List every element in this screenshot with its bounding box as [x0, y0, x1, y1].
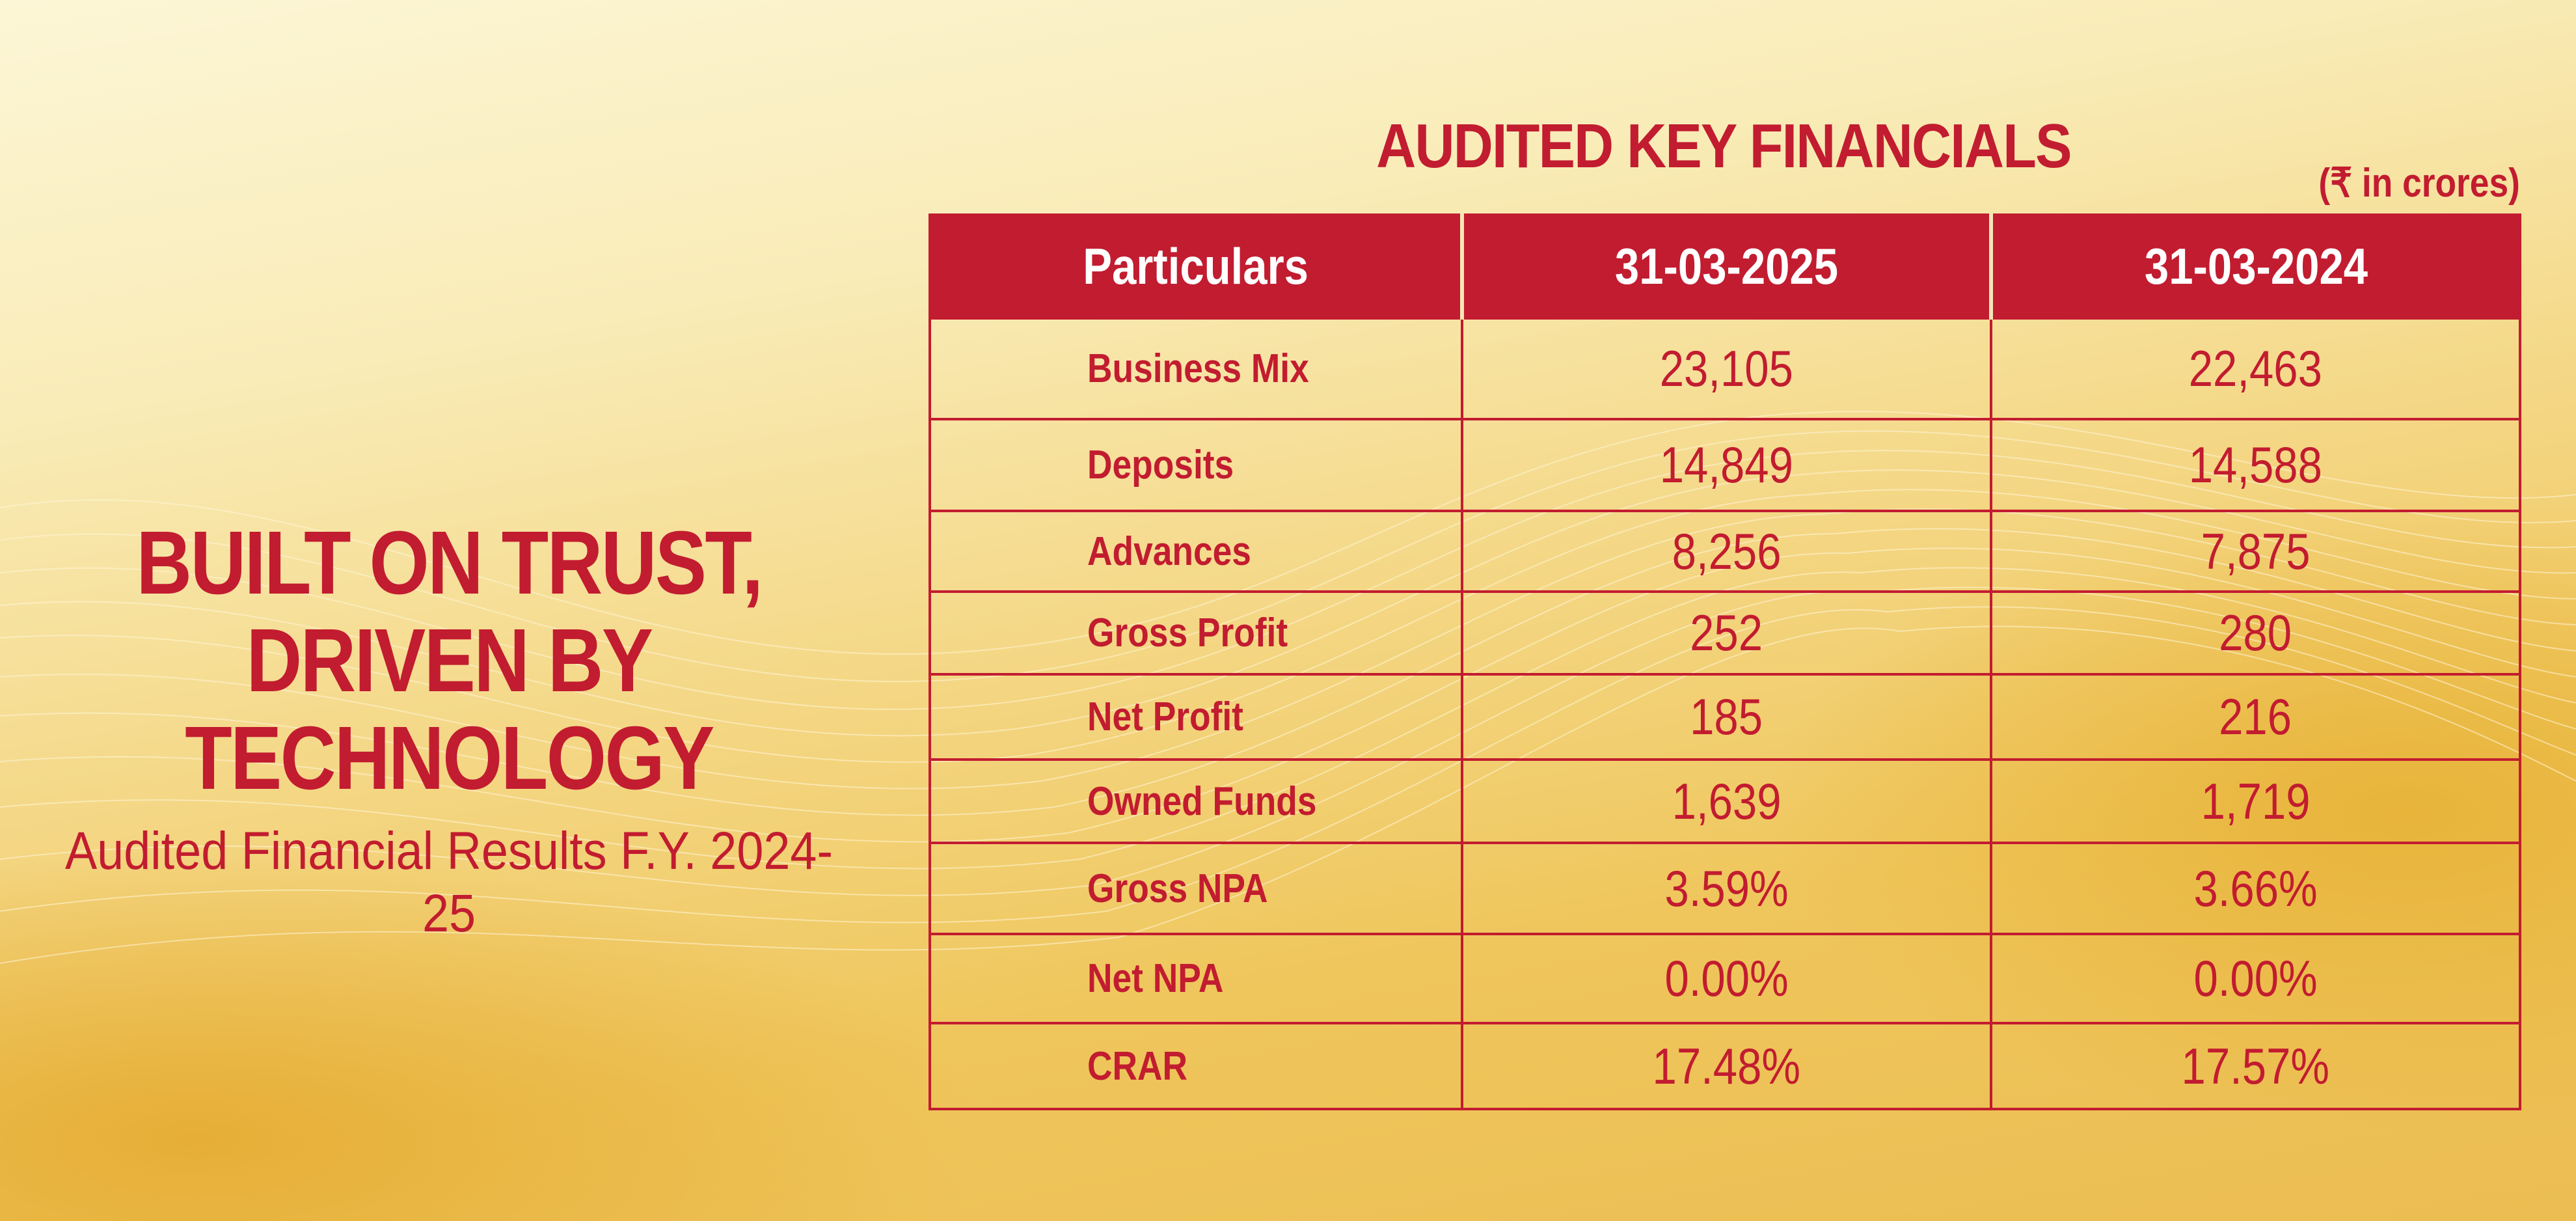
value-fy2024: 14,588: [1990, 418, 2521, 512]
table-row: Advances 8,256 7,875: [929, 510, 2521, 593]
table-row: CRAR 17.48% 17.57%: [929, 1022, 2521, 1110]
row-label: Net NPA: [929, 933, 1463, 1024]
row-label: Deposits: [929, 418, 1463, 512]
value-fy2024: 17.57%: [1990, 1022, 2521, 1110]
headline-line-1: BUILT ON TRUST,: [136, 513, 763, 613]
row-label: CRAR: [929, 1022, 1463, 1110]
value-fy2024: 1,719: [1990, 758, 2521, 844]
value-fy2024: 3.66%: [1990, 842, 2521, 935]
table-row: Net Profit 185 216: [929, 673, 2521, 761]
header-fy2024: 31-03-2024: [1990, 213, 2521, 320]
unit-note: (₹ in crores): [2318, 161, 2520, 206]
row-label: Net Profit: [929, 673, 1463, 761]
value-fy2024: 280: [1990, 590, 2521, 676]
table-row: Deposits 14,849 14,588: [929, 418, 2521, 512]
table-row: Gross NPA 3.59% 3.66%: [929, 842, 2521, 935]
value-fy2024: 22,463: [1990, 317, 2521, 420]
row-label: Advances: [929, 510, 1463, 593]
table-title: AUDITED KEY FINANCIALS: [1376, 111, 2072, 181]
table-row: Business Mix 23,105 22,463: [929, 317, 2521, 420]
header-particulars: Particulars: [929, 213, 1464, 320]
table-row: Net NPA 0.00% 0.00%: [929, 933, 2521, 1024]
table-header-row: Particulars 31-03-2025 31-03-2024: [929, 213, 2521, 320]
table-row: Gross Profit 252 280: [929, 590, 2521, 676]
row-label: Business Mix: [929, 317, 1463, 420]
value-fy2025: 1,639: [1461, 758, 1992, 844]
value-fy2025: 185: [1461, 673, 1992, 761]
row-label: Owned Funds: [929, 758, 1463, 844]
value-fy2024: 0.00%: [1990, 933, 2521, 1024]
headline-subtitle: Audited Financial Results F.Y. 2024-25: [64, 821, 834, 943]
value-fy2024: 216: [1990, 673, 2521, 761]
value-fy2025: 252: [1461, 590, 1992, 676]
row-label: Gross Profit: [929, 590, 1463, 676]
key-financials-table: Particulars 31-03-2025 31-03-2024 Busine…: [929, 213, 2521, 1110]
value-fy2025: 0.00%: [1461, 933, 1992, 1024]
value-fy2025: 23,105: [1461, 317, 1992, 420]
headline-block: BUILT ON TRUST, DRIVEN BY TECHNOLOGY Aud…: [0, 514, 898, 945]
row-label: Gross NPA: [929, 842, 1463, 935]
value-fy2025: 14,849: [1461, 418, 1992, 512]
headline-line-2: DRIVEN BY TECHNOLOGY: [185, 610, 714, 808]
table-row: Owned Funds 1,639 1,719: [929, 758, 2521, 844]
value-fy2024: 7,875: [1990, 510, 2521, 593]
value-fy2025: 8,256: [1461, 510, 1992, 593]
value-fy2025: 3.59%: [1461, 842, 1992, 935]
value-fy2025: 17.48%: [1461, 1022, 1992, 1110]
header-fy2025: 31-03-2025: [1461, 213, 1993, 320]
